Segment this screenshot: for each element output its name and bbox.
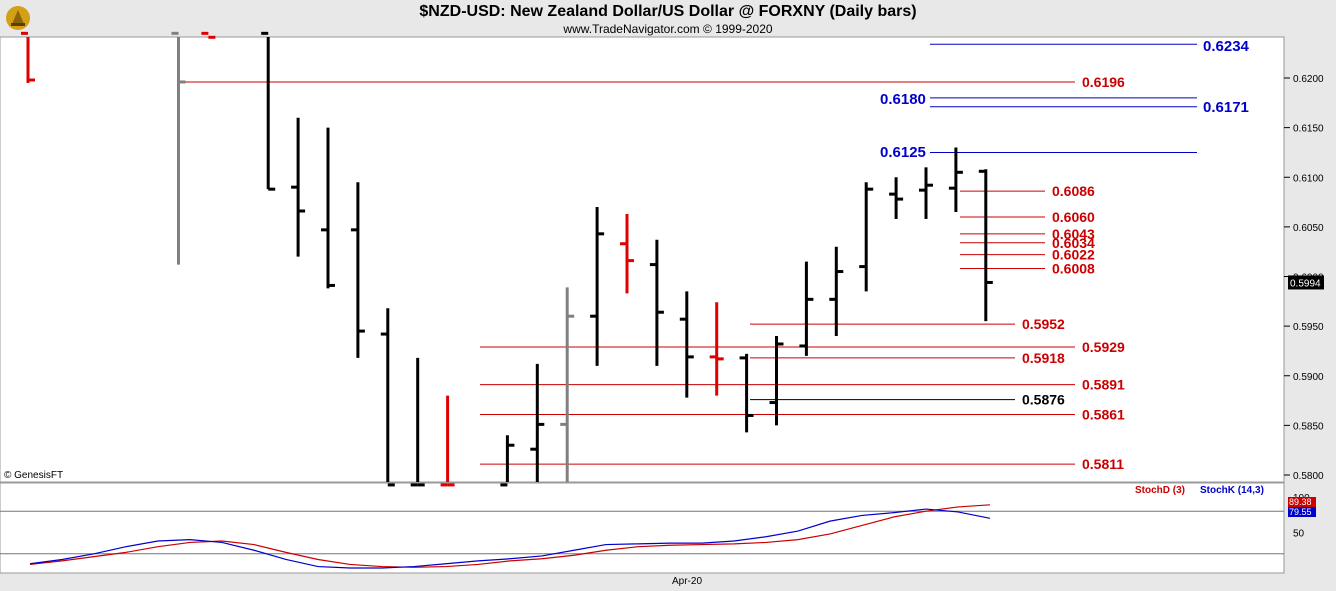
stoch-d-legend: StochD (3) <box>1135 485 1185 496</box>
page-subtitle: www.TradeNavigator.com © 1999-2020 <box>563 22 773 36</box>
last-price-box <box>1288 275 1324 290</box>
stoch-d-value-box <box>1288 497 1316 507</box>
level-label: 0.6034 <box>1052 235 1095 251</box>
axis-layer: 0.62000.61500.61000.60500.60000.59500.59… <box>1284 74 1324 540</box>
level-label: 0.6060 <box>1052 209 1095 225</box>
stoch-layer <box>0 504 1284 569</box>
fib-label: 0.6180 <box>880 91 926 108</box>
stoch-k-line <box>29 508 991 569</box>
level-label: 0.5811 <box>1082 456 1124 472</box>
stoch-k-value: 79.55 <box>1289 507 1312 517</box>
stoch-d-value: 89.38 <box>1289 497 1312 507</box>
level-label: 0.5952 <box>1022 316 1065 332</box>
stoch-axis-tick: 50 <box>1293 529 1305 540</box>
price-axis-tick: 0.5800 <box>1293 471 1324 482</box>
level-label: 0.5918 <box>1022 350 1065 366</box>
stoch-k-value-box <box>1288 507 1316 517</box>
price-axis-tick: 0.6200 <box>1293 74 1324 85</box>
price-panel[interactable] <box>0 36 1285 483</box>
x-axis-tick: Apr-20 <box>672 576 702 587</box>
stoch-panel[interactable] <box>0 482 1285 574</box>
copyright-text: © GenesisFT <box>4 470 63 481</box>
level-label: 0.6022 <box>1052 247 1095 263</box>
trade-navigator-logo <box>6 6 30 30</box>
level-label: 0.6086 <box>1052 183 1095 199</box>
price-axis-tick: 0.6150 <box>1293 124 1324 135</box>
level-label: 0.5876 <box>1022 392 1065 408</box>
fib-label: 0.6125 <box>880 144 926 161</box>
level-label: 0.6043 <box>1052 226 1095 242</box>
stoch-k-legend: StochK (14,3) <box>1200 485 1264 496</box>
last-price-label: 0.5994 <box>1290 278 1321 289</box>
chart-header: $NZD-USD: New Zealand Dollar/US Dollar @… <box>0 0 1336 37</box>
price-axis-tick: 0.5850 <box>1293 421 1324 432</box>
level-label: 0.6008 <box>1052 261 1095 277</box>
level-label: 0.5929 <box>1082 339 1125 355</box>
fib-label: 0.6234 <box>1203 38 1250 55</box>
price-axis-tick: 0.5900 <box>1293 372 1324 383</box>
fib-label: 0.6171 <box>1203 99 1249 116</box>
page-title: $NZD-USD: New Zealand Dollar/US Dollar @… <box>419 3 917 20</box>
stoch-d-line <box>29 504 991 568</box>
level-label: 0.6196 <box>1082 74 1125 90</box>
price-axis-tick: 0.5950 <box>1293 322 1324 333</box>
price-axis-tick: 0.6050 <box>1293 223 1324 234</box>
level-label: 0.5861 <box>1082 406 1125 422</box>
price-axis-tick: 0.6100 <box>1293 173 1324 184</box>
level-label: 0.5891 <box>1082 377 1125 393</box>
price-layer: 0.6196 0.6086 0.60600.60430.60340.60220.60… <box>21 31 1250 487</box>
